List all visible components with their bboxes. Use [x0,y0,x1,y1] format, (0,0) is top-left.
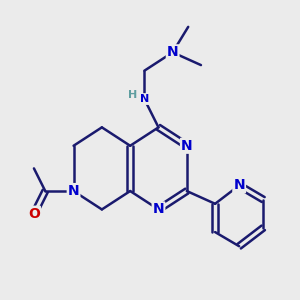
Text: H: H [128,90,137,100]
Text: N: N [167,45,178,59]
Text: N: N [140,94,149,104]
Text: N: N [68,184,80,198]
Text: N: N [153,202,164,216]
Text: N: N [181,139,193,153]
Text: O: O [28,207,40,221]
Text: N: N [233,178,245,192]
